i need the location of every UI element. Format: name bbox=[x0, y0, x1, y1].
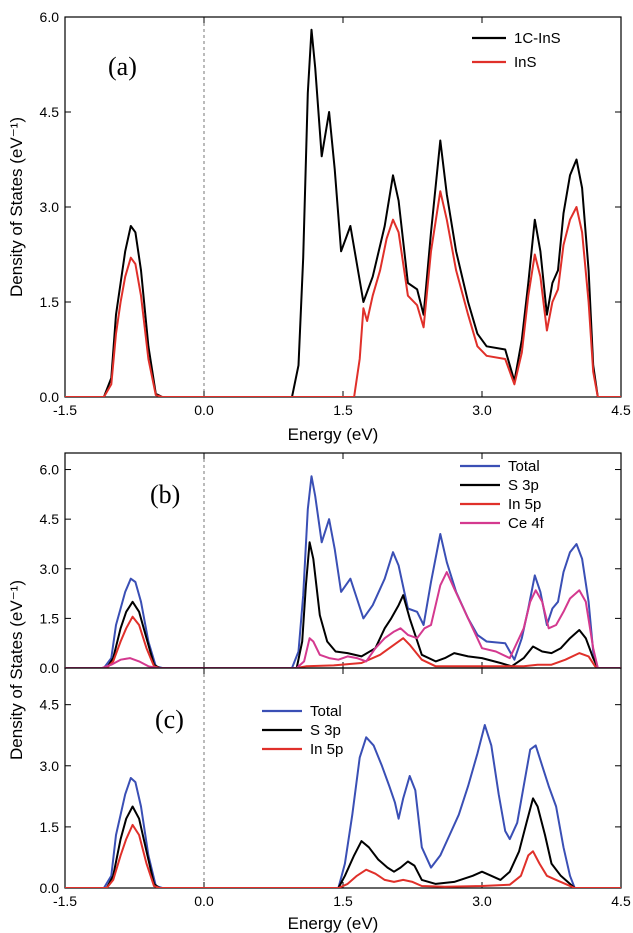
legend-label: In 5p bbox=[508, 496, 541, 513]
legend-label: In 5p bbox=[310, 741, 343, 758]
series-line-total bbox=[65, 724, 621, 888]
panel-label: (a) bbox=[108, 52, 137, 81]
y-axis-title: Density of States (eV⁻¹) bbox=[7, 580, 26, 760]
y-tick-label: 4.5 bbox=[40, 697, 60, 713]
x-tick-label: 1.5 bbox=[333, 402, 353, 418]
y-tick-label: 0.0 bbox=[40, 880, 60, 896]
x-tick-label: 0.0 bbox=[194, 893, 214, 909]
y-tick-label: 3.0 bbox=[40, 199, 60, 215]
x-tick-label: 3.0 bbox=[472, 402, 492, 418]
x-tick-label: 3.0 bbox=[472, 893, 492, 909]
panel-a: -1.5 0.0 1.5 3.0 4.50.01.53.04.56.01C-InSInS… bbox=[7, 9, 631, 444]
series-line-1c-ins bbox=[65, 28, 621, 397]
x-tick-label: -1.5 bbox=[53, 893, 77, 909]
y-tick-label: 3.0 bbox=[40, 561, 60, 577]
y-tick-label: 3.0 bbox=[40, 758, 60, 774]
series-line-ins bbox=[65, 190, 621, 397]
series-line-in-5p bbox=[65, 823, 621, 888]
y-tick-label: 1.5 bbox=[40, 819, 60, 835]
y-tick-label: 1.5 bbox=[40, 610, 60, 626]
y-tick-label: 1.5 bbox=[40, 294, 60, 310]
series-line-ce-4f bbox=[65, 571, 621, 668]
y-tick-label: 4.5 bbox=[40, 511, 60, 527]
series-line-s-3p bbox=[65, 541, 621, 668]
panel-b: 0.0 1.5 3.0 4.5 6.0 Total S 3p In 5p Ce 4f (b) bbox=[40, 452, 622, 676]
series-line-in-5p bbox=[65, 615, 621, 668]
y-tick-label: 6.0 bbox=[40, 9, 60, 25]
legend-label: Ce 4f bbox=[508, 515, 545, 532]
panel-label: (c) bbox=[155, 705, 184, 734]
x-tick-label: 1.5 bbox=[333, 893, 353, 909]
legend-label: InS bbox=[514, 54, 537, 71]
y-tick-label: 0.0 bbox=[40, 660, 60, 676]
y-tick-label: 6.0 bbox=[40, 462, 60, 478]
x-tick-label: 4.5 bbox=[611, 893, 631, 909]
legend-label: S 3p bbox=[310, 722, 341, 739]
x-tick-label: 0.0 bbox=[194, 402, 214, 418]
legend-label: Total bbox=[508, 458, 540, 475]
legend-label: Total bbox=[310, 703, 342, 720]
x-tick-label: 4.5 bbox=[611, 402, 631, 418]
x-axis-title: Energy (eV) bbox=[288, 914, 379, 933]
series-line-s-3p bbox=[65, 797, 621, 888]
legend-label: 1C-InS bbox=[514, 30, 561, 47]
y-tick-label: 4.5 bbox=[40, 104, 60, 120]
y-axis-title: Density of States (eV⁻¹) bbox=[7, 117, 26, 297]
x-axis-title: Energy (eV) bbox=[288, 425, 379, 444]
panel-label: (b) bbox=[150, 480, 180, 509]
legend-label: S 3p bbox=[508, 477, 539, 494]
y-tick-label: 0.0 bbox=[40, 389, 60, 405]
x-tick-label: -1.5 bbox=[53, 402, 77, 418]
